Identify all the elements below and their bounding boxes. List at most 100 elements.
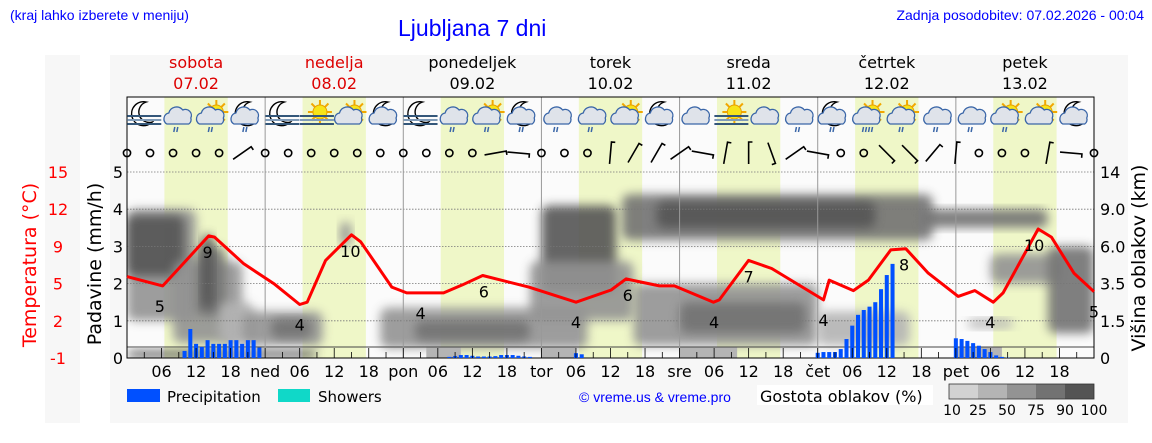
- sun-ray: [324, 102, 330, 108]
- moon-fog-icon: [127, 101, 162, 127]
- rain-drop: [935, 126, 939, 133]
- colorbar-step: [1007, 384, 1036, 399]
- cloud-shape: [577, 106, 607, 125]
- legend-precipitation-label: Precipitation: [167, 388, 261, 406]
- wind-barb-icon: [925, 143, 944, 162]
- wind-barb-icon: [785, 145, 807, 160]
- day-short-label: pon: [388, 362, 418, 381]
- hour-label: 18: [911, 362, 931, 381]
- cloud-patch: [921, 209, 1048, 228]
- cloud-shape: [610, 106, 639, 125]
- precipitation-bar: [890, 263, 895, 358]
- cloud-shape: [923, 106, 952, 125]
- sun-ray: [725, 102, 731, 108]
- colorbar-frame: [948, 383, 1095, 400]
- wind-calm-icon: [352, 148, 362, 158]
- cloud-shape: [163, 106, 192, 125]
- temperature-label: 10: [1024, 236, 1044, 255]
- rain-drop: [932, 126, 936, 133]
- precipitation-bar: [959, 339, 964, 358]
- sun-ray: [738, 102, 744, 108]
- wind-barb-icon: [806, 150, 830, 159]
- cloud-patch: [270, 318, 312, 339]
- precipitation-tick: 3: [113, 237, 123, 256]
- cloud-shape: [681, 106, 711, 125]
- day-date: 10.02: [588, 74, 634, 93]
- cloud-icon: [750, 106, 780, 125]
- wind-calm-icon: [444, 148, 454, 158]
- cloud-shape: [852, 106, 881, 125]
- wind-calm-icon: [329, 148, 339, 158]
- day-name: torek: [590, 53, 632, 72]
- day-short-label: sre: [667, 362, 691, 381]
- temperature-tick: -1: [50, 349, 66, 368]
- sun-cloud-drizzle-icon: [472, 100, 505, 133]
- rain-drop: [173, 126, 176, 133]
- precipitation-bar: [838, 349, 843, 358]
- temperature-label: 5: [155, 297, 165, 316]
- precipitation-tick: 5: [113, 163, 123, 182]
- sun-ray: [310, 102, 316, 108]
- cloud-shape: [195, 106, 225, 125]
- colorbar-label: 75: [1027, 403, 1045, 419]
- precipitation-bar: [199, 346, 204, 358]
- hour-label: 06: [566, 362, 586, 381]
- wind-calm-icon: [306, 148, 316, 158]
- colorbar-step: [1036, 384, 1065, 399]
- cloud-patch: [127, 350, 317, 358]
- moon-fog-icon: [403, 101, 438, 127]
- hour-label: 18: [635, 362, 655, 381]
- rain-drop: [898, 126, 901, 133]
- precipitation-tick: 0: [113, 349, 123, 368]
- precipitation-bar: [447, 356, 452, 358]
- rain-drop: [967, 126, 970, 133]
- day-date: 08.02: [311, 74, 357, 93]
- weather-icons: [127, 100, 1088, 133]
- cloud-patch: [339, 221, 352, 247]
- day-name: sobota: [169, 53, 223, 72]
- precipitation-bar: [464, 355, 469, 358]
- precipitation-bar: [884, 275, 889, 358]
- rain-drop: [245, 126, 248, 133]
- precipitation-bar: [827, 352, 832, 358]
- precipitation-bar: [458, 355, 463, 358]
- temperature-tick: 2: [53, 312, 63, 331]
- day-name: sreda: [726, 53, 770, 72]
- precipitation-bar: [182, 350, 187, 358]
- wind-barb-icon: [232, 145, 254, 160]
- sun-ray: [876, 102, 882, 108]
- temperature-axis-label: Temperatura (°C): [19, 183, 41, 348]
- cloud-shape: [1059, 106, 1088, 125]
- cloud-height-axis-label: Višina oblakov (km): [1128, 165, 1150, 352]
- cloud-height-tick: 9.0: [1100, 200, 1125, 219]
- hour-label: 06: [704, 362, 724, 381]
- precipitation-bar: [879, 289, 884, 358]
- cloud-shape: [750, 106, 780, 125]
- moon-cloud-drizzle-icon: [506, 101, 536, 133]
- day-date: 11.02: [726, 74, 772, 93]
- temperature-line: [126, 227, 1096, 306]
- cloud-patch: [990, 253, 1060, 284]
- temperature-label: 9: [202, 243, 212, 262]
- temperature-label: 4: [415, 304, 425, 323]
- legend-showers-label: Showers: [318, 388, 382, 406]
- rain-drop: [590, 126, 593, 133]
- day-short-label: ned: [250, 362, 280, 381]
- hour-label: 12: [1015, 362, 1035, 381]
- location-menu-hint[interactable]: (kraj lahko izberete v meniju): [10, 7, 189, 23]
- rain-drop: [483, 126, 487, 133]
- copyright-link[interactable]: © vreme.us & vreme.pro: [579, 389, 731, 405]
- rain-drop: [794, 126, 798, 133]
- hour-label: 18: [773, 362, 793, 381]
- cloud-drizzle-icon: [577, 106, 607, 133]
- cloud-drizzle-icon: [543, 106, 572, 133]
- temperature-label: 8: [899, 256, 909, 275]
- cloud-height-tick: 6.0: [1100, 237, 1125, 256]
- day-name: nedelja: [305, 53, 364, 72]
- precipitation-bar: [499, 355, 504, 358]
- cloud-drizzle-icon: [923, 106, 952, 133]
- day-name: ponedeljek: [428, 53, 517, 72]
- wind-calm-icon: [398, 148, 408, 158]
- cloud-shape: [990, 106, 1019, 125]
- moon-cloud-drizzle-icon: [230, 101, 260, 133]
